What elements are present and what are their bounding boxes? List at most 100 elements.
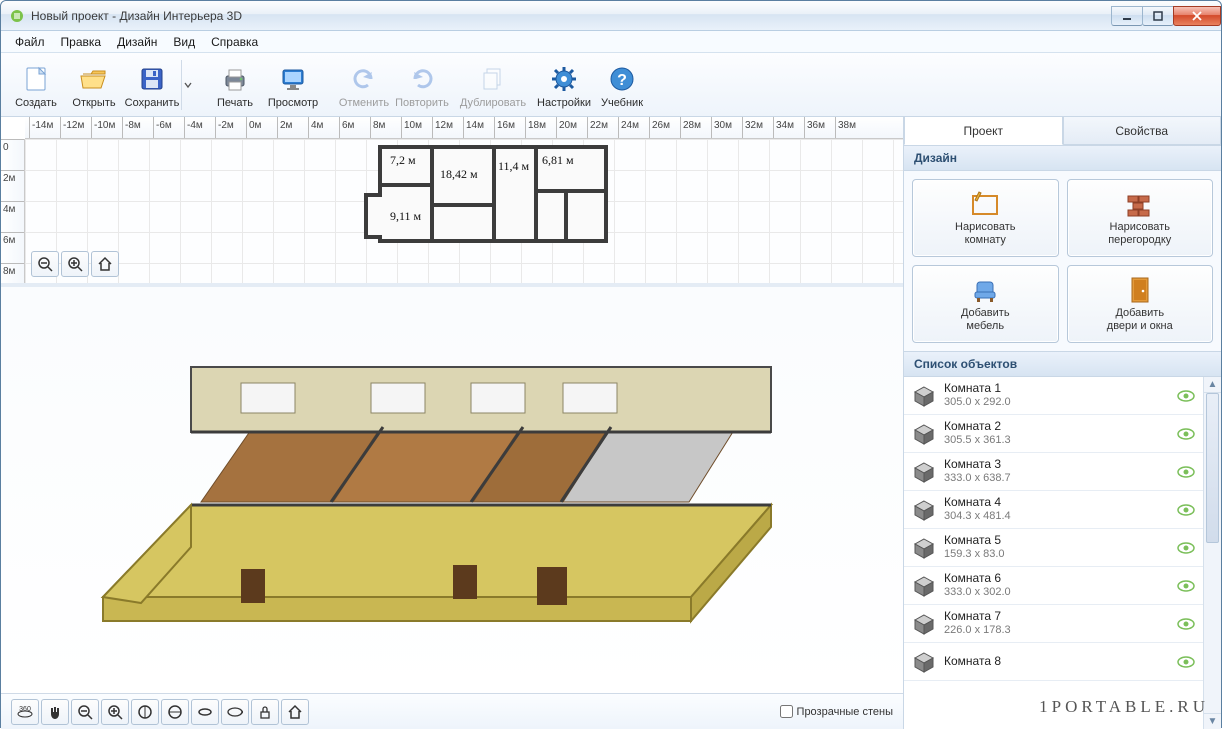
visibility-toggle-icon[interactable] xyxy=(1177,390,1195,402)
lock-button[interactable] xyxy=(251,699,279,725)
transparent-walls-checkbox[interactable]: Прозрачные стены xyxy=(780,705,893,718)
object-dims: 305.5 x 361.3 xyxy=(944,434,1011,447)
object-row[interactable]: Комната 2305.5 x 361.3 xyxy=(904,415,1203,453)
tab-project[interactable]: Проект xyxy=(904,117,1063,145)
rotate-around-button[interactable] xyxy=(221,699,249,725)
menu-дизайн[interactable]: Дизайн xyxy=(109,33,165,51)
close-button[interactable] xyxy=(1173,6,1221,26)
tool-b-button[interactable] xyxy=(161,699,189,725)
object-dims: 333.0 x 302.0 xyxy=(944,586,1011,599)
room-area-label: 7,2 м xyxy=(390,153,416,168)
render-3d-svg xyxy=(1,287,901,667)
object-icon xyxy=(912,384,936,408)
visibility-toggle-icon[interactable] xyxy=(1177,428,1195,440)
window-title: Новый проект - Дизайн Интерьера 3D xyxy=(31,9,242,23)
design-btn-door[interactable]: Добавитьдвери и окна xyxy=(1067,265,1214,343)
object-icon xyxy=(912,536,936,560)
view-3d-toolbar: 360 Прозрачные стены xyxy=(1,693,903,729)
floor-plan-drawing[interactable]: 7,2 м 18,42 м 11,4 м 6,81 м 9,11 м xyxy=(378,145,608,243)
save-dropdown[interactable] xyxy=(181,60,193,110)
scroll-down-icon[interactable]: ▼ xyxy=(1204,713,1221,729)
object-row[interactable]: Комната 1305.0 x 292.0 xyxy=(904,377,1203,415)
tab-properties[interactable]: Свойства xyxy=(1063,117,1222,145)
menu-справка[interactable]: Справка xyxy=(203,33,266,51)
open-button[interactable]: Открыть xyxy=(65,60,123,110)
view-3d[interactable] xyxy=(1,287,903,693)
object-row[interactable]: Комната 3333.0 x 638.7 xyxy=(904,453,1203,491)
object-list-wrap: Комната 1305.0 x 292.0Комната 2305.5 x 3… xyxy=(904,377,1221,729)
title-bar: Новый проект - Дизайн Интерьера 3D xyxy=(1,1,1221,31)
file-new-icon xyxy=(20,63,52,95)
menu-вид[interactable]: Вид xyxy=(165,33,203,51)
object-row[interactable]: Комната 5159.3 x 83.0 xyxy=(904,529,1203,567)
visibility-toggle-icon[interactable] xyxy=(1177,580,1195,592)
room-area-label: 18,42 м xyxy=(440,167,478,182)
object-icon xyxy=(912,498,936,522)
room-area-label: 11,4 м xyxy=(498,159,529,174)
design-buttons-grid: НарисоватькомнатуНарисоватьперегородкуДо… xyxy=(904,171,1221,351)
visibility-toggle-icon[interactable] xyxy=(1177,618,1195,630)
tool-a-button[interactable] xyxy=(131,699,159,725)
visibility-toggle-icon[interactable] xyxy=(1177,656,1195,668)
design-btn-furniture[interactable]: Добавитьмебель xyxy=(912,265,1059,343)
scroll-thumb[interactable] xyxy=(1206,393,1219,543)
tool-c-button[interactable] xyxy=(191,699,219,725)
draw-wall-icon xyxy=(1123,189,1157,219)
zoom-out-button[interactable] xyxy=(71,699,99,725)
undo-button: Отменить xyxy=(335,60,393,110)
object-row[interactable]: Комната 4304.3 x 481.4 xyxy=(904,491,1203,529)
transparent-walls-label: Прозрачные стены xyxy=(797,706,893,718)
maximize-button[interactable] xyxy=(1142,6,1174,26)
object-dims: 305.0 x 292.0 xyxy=(944,396,1011,409)
object-dims: 304.3 x 481.4 xyxy=(944,510,1011,523)
room-area-label: 9,11 м xyxy=(390,209,421,224)
preview-button[interactable]: Просмотр xyxy=(264,60,322,110)
object-name: Комната 5 xyxy=(944,534,1005,548)
pan-hand-button[interactable] xyxy=(41,699,69,725)
object-name: Комната 4 xyxy=(944,496,1011,510)
minimize-button[interactable] xyxy=(1111,6,1143,26)
right-panel: Проект Свойства Дизайн Нарисоватькомнату… xyxy=(903,117,1221,729)
object-dims: 226.0 x 178.3 xyxy=(944,624,1011,637)
scroll-up-icon[interactable]: ▲ xyxy=(1204,377,1221,393)
menu-файл[interactable]: Файл xyxy=(7,33,53,51)
visibility-toggle-icon[interactable] xyxy=(1177,504,1195,516)
object-icon xyxy=(912,574,936,598)
object-row[interactable]: Комната 8 xyxy=(904,643,1203,681)
zoom-in-button[interactable] xyxy=(101,699,129,725)
visibility-toggle-icon[interactable] xyxy=(1177,542,1195,554)
settings-button[interactable]: Настройки xyxy=(535,60,593,110)
window-controls xyxy=(1112,5,1221,26)
duplicate-button: Дублировать xyxy=(464,60,522,110)
visibility-toggle-icon[interactable] xyxy=(1177,466,1195,478)
design-btn-draw-room[interactable]: Нарисоватькомнату xyxy=(912,179,1059,257)
object-list-scrollbar[interactable]: ▲ ▼ xyxy=(1203,377,1221,729)
duplicate-icon xyxy=(477,63,509,95)
design-btn-draw-wall[interactable]: Нарисоватьперегородку xyxy=(1067,179,1214,257)
undo-icon xyxy=(348,63,380,95)
object-list[interactable]: Комната 1305.0 x 292.0Комната 2305.5 x 3… xyxy=(904,377,1203,729)
plan-2d-view[interactable]: -14м-12м-10м-8м-6м-4м-2м0м2м4м6м8м10м12м… xyxy=(1,117,903,287)
rotate-360-button[interactable]: 360 xyxy=(11,699,39,725)
zoom-in-button[interactable] xyxy=(61,251,89,277)
transparent-walls-input[interactable] xyxy=(780,705,793,718)
create-button[interactable]: Создать xyxy=(7,60,65,110)
object-dims: 159.3 x 83.0 xyxy=(944,548,1005,561)
object-row[interactable]: Комната 6333.0 x 302.0 xyxy=(904,567,1203,605)
printer-icon xyxy=(219,63,251,95)
object-name: Комната 8 xyxy=(944,655,1001,669)
door-icon xyxy=(1123,275,1157,305)
save-button[interactable]: Сохранить xyxy=(123,60,181,110)
print-button[interactable]: Печать xyxy=(206,60,264,110)
right-tabs: Проект Свойства xyxy=(904,117,1221,145)
plan-2d-tools xyxy=(31,251,119,277)
menu-правка[interactable]: Правка xyxy=(53,33,110,51)
tutorial-button[interactable]: ?Учебник xyxy=(593,60,651,110)
object-name: Комната 7 xyxy=(944,610,1011,624)
home-button[interactable] xyxy=(281,699,309,725)
object-row[interactable]: Комната 7226.0 x 178.3 xyxy=(904,605,1203,643)
home-button[interactable] xyxy=(91,251,119,277)
svg-text:?: ? xyxy=(617,72,627,89)
folder-open-icon xyxy=(78,63,110,95)
zoom-out-button[interactable] xyxy=(31,251,59,277)
